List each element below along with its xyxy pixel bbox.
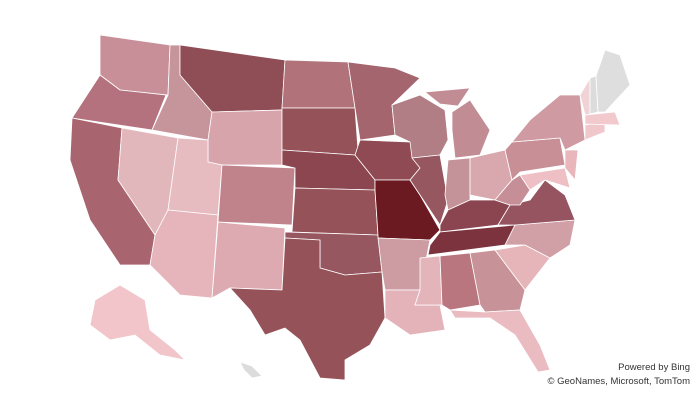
attribution-powered-by: Powered by Bing bbox=[618, 362, 690, 373]
state-region bbox=[211, 221, 286, 299]
state-region bbox=[291, 187, 379, 236]
state-region bbox=[217, 164, 296, 226]
state-region bbox=[281, 59, 356, 109]
state-region bbox=[519, 167, 571, 191]
state-region bbox=[449, 309, 551, 373]
state-region bbox=[281, 107, 359, 156]
state-region bbox=[239, 361, 263, 379]
state-region bbox=[451, 99, 491, 159]
state-region bbox=[595, 49, 631, 113]
states bbox=[69, 34, 631, 381]
state-region bbox=[439, 252, 481, 311]
state-region bbox=[414, 255, 443, 306]
attribution-copyright: © GeoNames, Microsoft, TomTom bbox=[548, 376, 691, 387]
state-region bbox=[71, 74, 167, 131]
state-region bbox=[207, 109, 283, 166]
state-region bbox=[409, 154, 449, 226]
state-region bbox=[584, 111, 621, 126]
state-region bbox=[424, 87, 471, 107]
state-region bbox=[89, 284, 186, 361]
state-region bbox=[229, 237, 386, 381]
state-region bbox=[511, 94, 586, 151]
state-region bbox=[564, 149, 579, 181]
state-region bbox=[149, 209, 219, 299]
